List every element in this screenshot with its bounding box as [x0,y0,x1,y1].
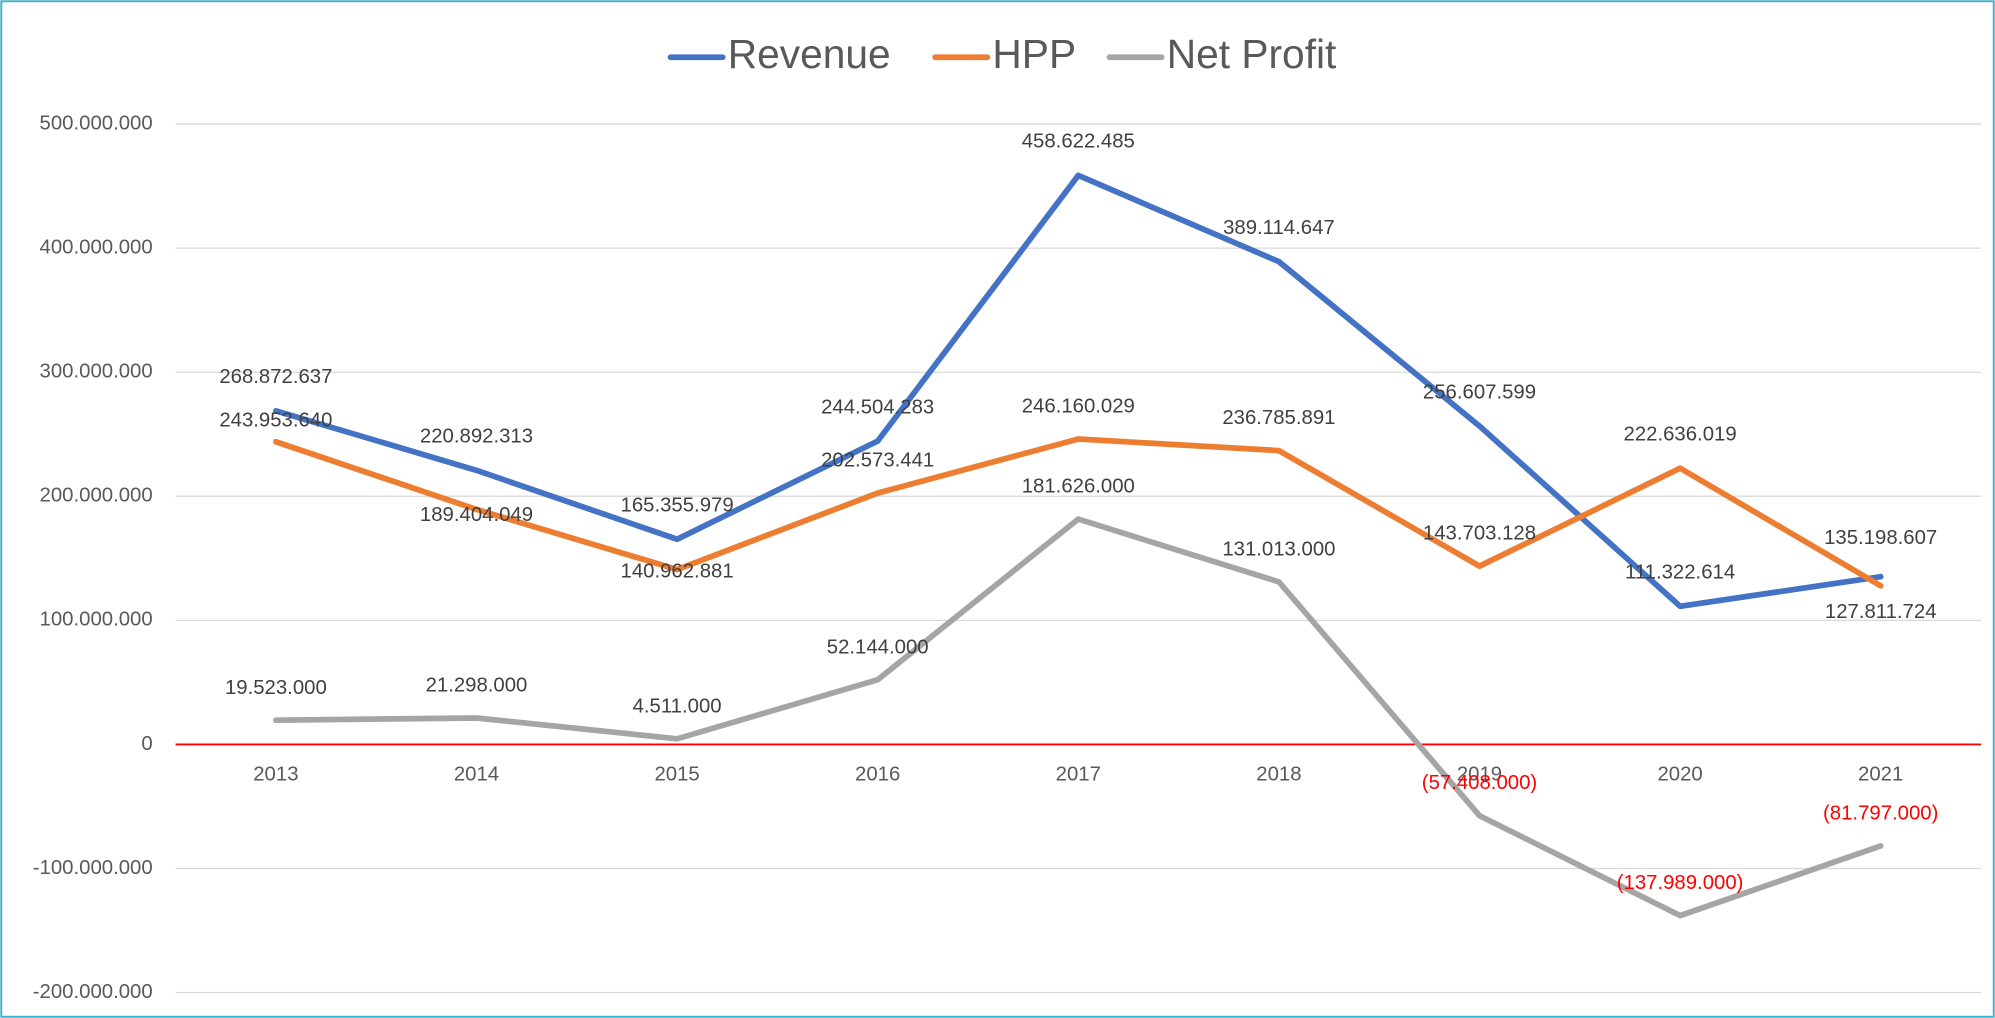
x-tick-label: 2020 [1657,763,1702,785]
data-label: 256.607.599 [1423,381,1536,403]
data-label: 220.892.313 [420,426,533,448]
legend-label: Revenue [728,31,891,77]
x-tick-label: 2017 [1056,763,1101,785]
data-label: 21.298.000 [426,675,528,697]
data-label: 4.511.000 [633,695,722,717]
x-tick-label: 2014 [454,763,499,785]
data-label: 181.626.000 [1022,476,1135,498]
data-label: 135.198.607 [1824,527,1937,549]
data-label: 222.636.019 [1624,423,1737,445]
data-label: 189.404.049 [420,504,533,526]
data-label: 246.160.029 [1022,396,1135,418]
legend-label: HPP [992,31,1076,77]
data-label: 243.953.640 [219,410,332,432]
x-tick-label: 2021 [1858,763,1903,785]
data-label: 131.013.000 [1222,538,1335,560]
y-tick-label: 100.000.000 [40,609,153,631]
x-tick-label: 2013 [253,763,298,785]
data-label: 165.355.979 [621,495,734,517]
series-line [273,516,1884,919]
data-label: (137.989.000) [1617,872,1744,894]
data-label: (81.797.000) [1823,802,1938,824]
y-tick-label: 300.000.000 [40,361,153,383]
y-tick-label: 400.000.000 [40,237,153,259]
data-label: 140.962.881 [621,560,734,582]
data-label: 127.811.724 [1825,601,1937,623]
data-label: 236.785.891 [1222,407,1335,429]
data-label: 202.573.441 [821,450,934,472]
data-label: 143.703.128 [1423,523,1536,545]
y-tick-label: 500.000.000 [40,112,153,134]
y-tick-label: 200.000.000 [40,485,153,507]
data-label: 111.322.614 [1625,562,1735,584]
data-label: 268.872.637 [219,366,332,388]
x-tick-label: 2016 [855,763,900,785]
series-line [273,172,1884,610]
series-line [273,436,1884,589]
data-label: 19.523.000 [225,677,327,699]
data-label: 389.114.647 [1223,217,1335,239]
legend-label: Net Profit [1167,31,1337,77]
x-tick-label: 2019 [1457,763,1502,785]
data-label: 244.504.283 [821,396,934,418]
y-tick-label: -100.000.000 [33,857,153,879]
data-label: 52.144.000 [827,636,929,658]
data-label: 458.622.485 [1022,131,1135,153]
data-label: (57.408.000) [1422,772,1537,794]
y-tick-label: -200.000.000 [33,981,153,1003]
x-tick-label: 2015 [654,763,699,785]
x-tick-label: 2018 [1256,763,1301,785]
y-tick-label: 0 [141,733,152,755]
